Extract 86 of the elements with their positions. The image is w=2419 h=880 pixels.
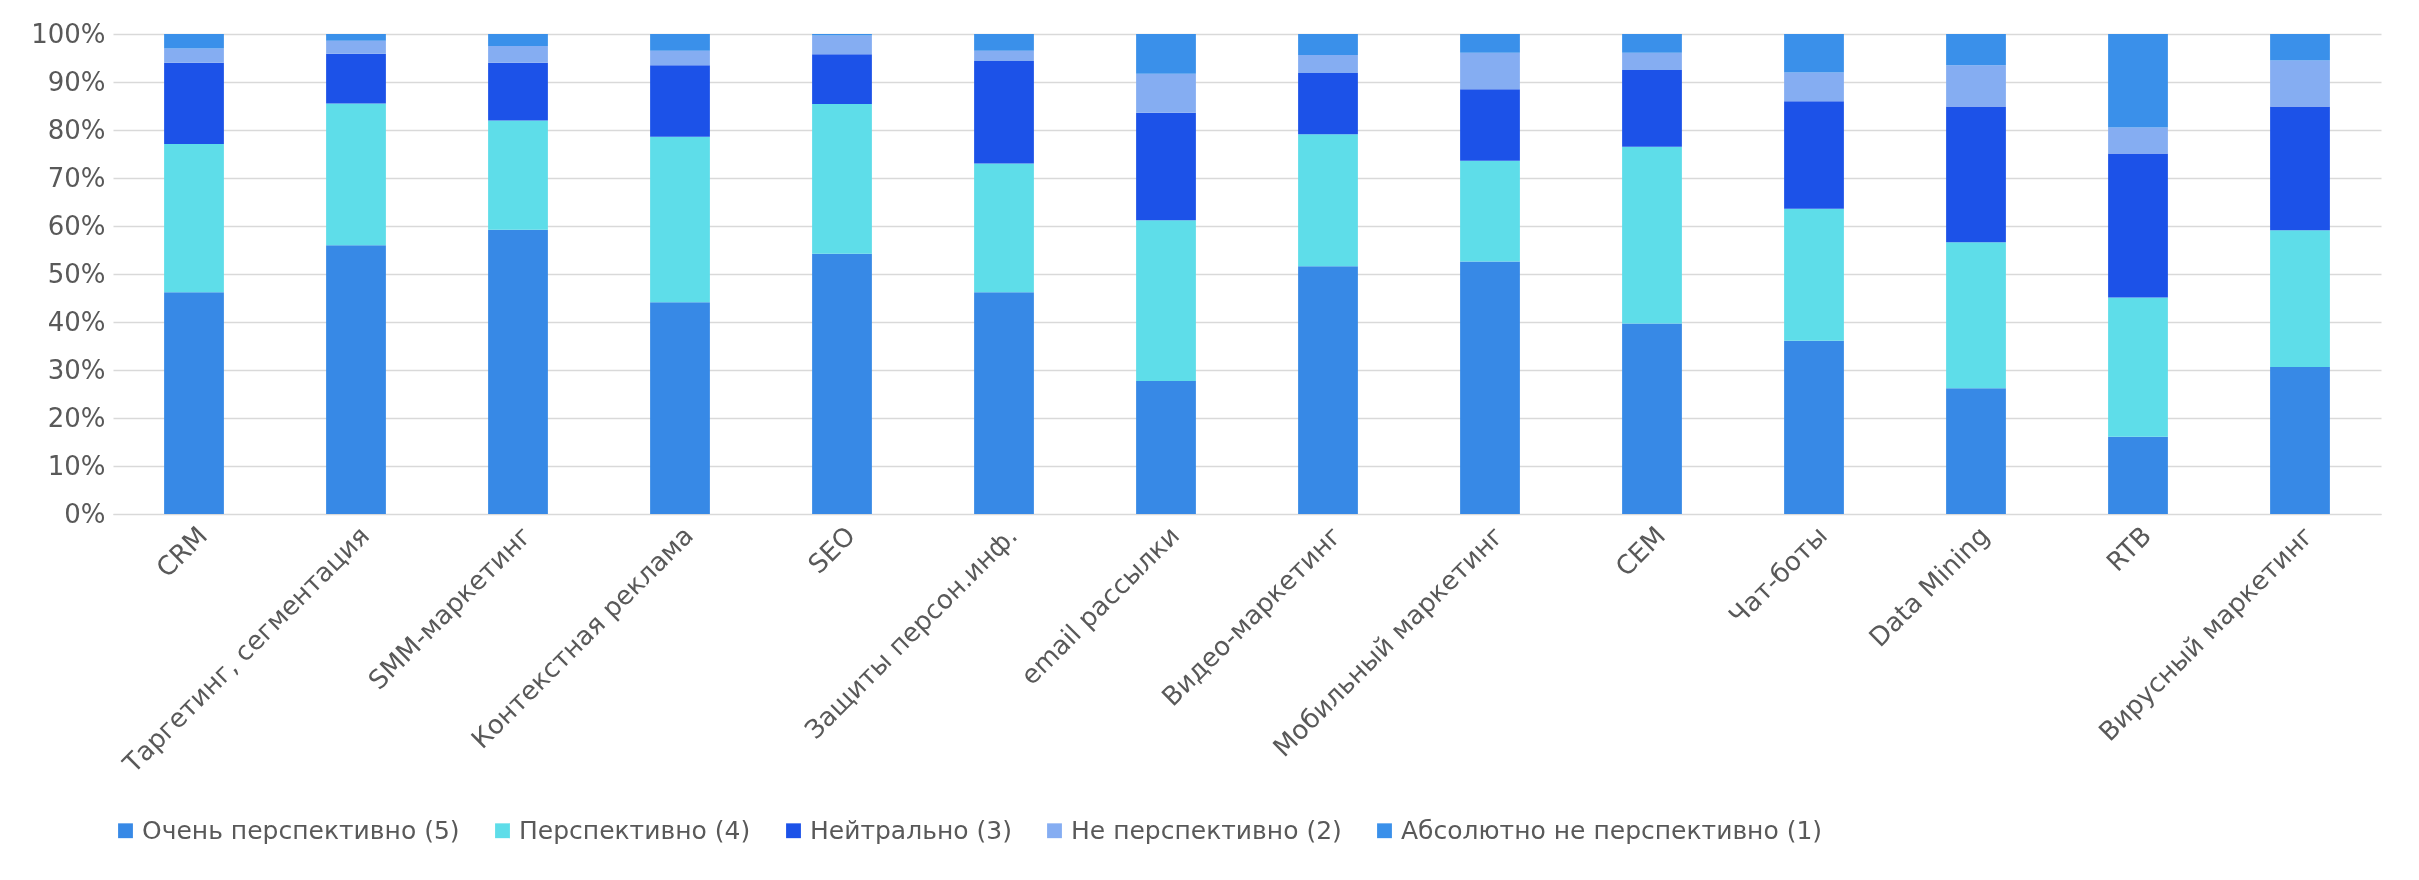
bar xyxy=(1946,34,2006,66)
y-tick-label: 70% xyxy=(47,162,106,193)
bar xyxy=(650,302,710,514)
legend-label: Абсолютно не перспективно (1) xyxy=(1401,815,1823,845)
bar xyxy=(1136,220,1196,382)
bar xyxy=(488,34,548,46)
bar xyxy=(974,50,1034,61)
bar xyxy=(1622,146,1682,324)
bar xyxy=(1622,323,1682,514)
bar xyxy=(2270,367,2330,514)
bar xyxy=(1460,261,1520,514)
bar xyxy=(1622,70,1682,147)
bar xyxy=(812,253,872,514)
bar xyxy=(974,292,1034,514)
y-tick-label: 80% xyxy=(47,114,106,145)
bar xyxy=(974,34,1034,51)
bar xyxy=(1136,381,1196,514)
bar xyxy=(812,35,872,55)
bar xyxy=(326,103,386,246)
y-tick-label: 90% xyxy=(47,66,106,97)
bar xyxy=(1784,101,1844,209)
bar xyxy=(2270,60,2330,107)
y-tick-label: 100% xyxy=(31,18,106,49)
bar xyxy=(1136,112,1196,221)
bar xyxy=(1946,242,2006,389)
bar xyxy=(1946,106,2006,243)
bar xyxy=(1784,72,1844,102)
bar xyxy=(326,245,386,514)
bar xyxy=(1784,340,1844,514)
bar xyxy=(488,120,548,230)
bar xyxy=(2108,153,2168,298)
bar xyxy=(974,163,1034,293)
bar xyxy=(1460,52,1520,90)
bar xyxy=(1946,388,2006,514)
bar xyxy=(1298,55,1358,73)
bar xyxy=(2108,34,2168,128)
legend-label: Не перспективно (2) xyxy=(1071,815,1342,845)
bar xyxy=(164,143,224,293)
bar xyxy=(2108,436,2168,514)
bar xyxy=(164,62,224,144)
y-tick-label: 40% xyxy=(47,306,106,337)
bar xyxy=(812,104,872,254)
bar xyxy=(1622,52,1682,70)
bar xyxy=(326,40,386,54)
bar xyxy=(1298,34,1358,56)
x-tick-label: RTB xyxy=(2100,520,2158,577)
bar xyxy=(1784,34,1844,73)
y-tick-label: 20% xyxy=(47,402,106,433)
legend-label: Очень перспективно (5) xyxy=(142,815,460,845)
bar xyxy=(1460,34,1520,53)
bar xyxy=(974,60,1034,164)
bar xyxy=(2270,106,2330,231)
bar xyxy=(2108,127,2168,154)
y-tick-label: 50% xyxy=(47,258,106,289)
bar xyxy=(164,34,224,49)
y-tick-label: 10% xyxy=(47,450,106,481)
bar xyxy=(1298,72,1358,135)
bar xyxy=(650,34,710,51)
bar xyxy=(2108,297,2168,437)
bar xyxy=(1622,34,1682,53)
bar xyxy=(488,46,548,63)
bar xyxy=(1298,134,1358,267)
y-tick-label: 30% xyxy=(47,354,106,385)
bar xyxy=(1784,208,1844,341)
legend-label: Нейтрально (3) xyxy=(810,815,1012,845)
bar xyxy=(1298,266,1358,514)
bar xyxy=(1136,34,1196,74)
bar xyxy=(1460,160,1520,262)
bar xyxy=(488,62,548,121)
bar xyxy=(812,54,872,105)
bar xyxy=(1946,65,2006,107)
bar xyxy=(2270,230,2330,368)
bar xyxy=(650,136,710,303)
bar xyxy=(164,292,224,514)
bar xyxy=(164,48,224,63)
y-tick-label: 0% xyxy=(64,498,106,529)
y-tick-label: 60% xyxy=(47,210,106,241)
bar xyxy=(650,65,710,137)
bar xyxy=(1136,73,1196,113)
legend-label: Перспективно (4) xyxy=(519,815,751,845)
bar xyxy=(2270,34,2330,61)
bar xyxy=(1460,89,1520,161)
bar xyxy=(650,50,710,66)
bar xyxy=(488,229,548,514)
bar xyxy=(326,53,386,104)
bar xyxy=(326,34,386,41)
